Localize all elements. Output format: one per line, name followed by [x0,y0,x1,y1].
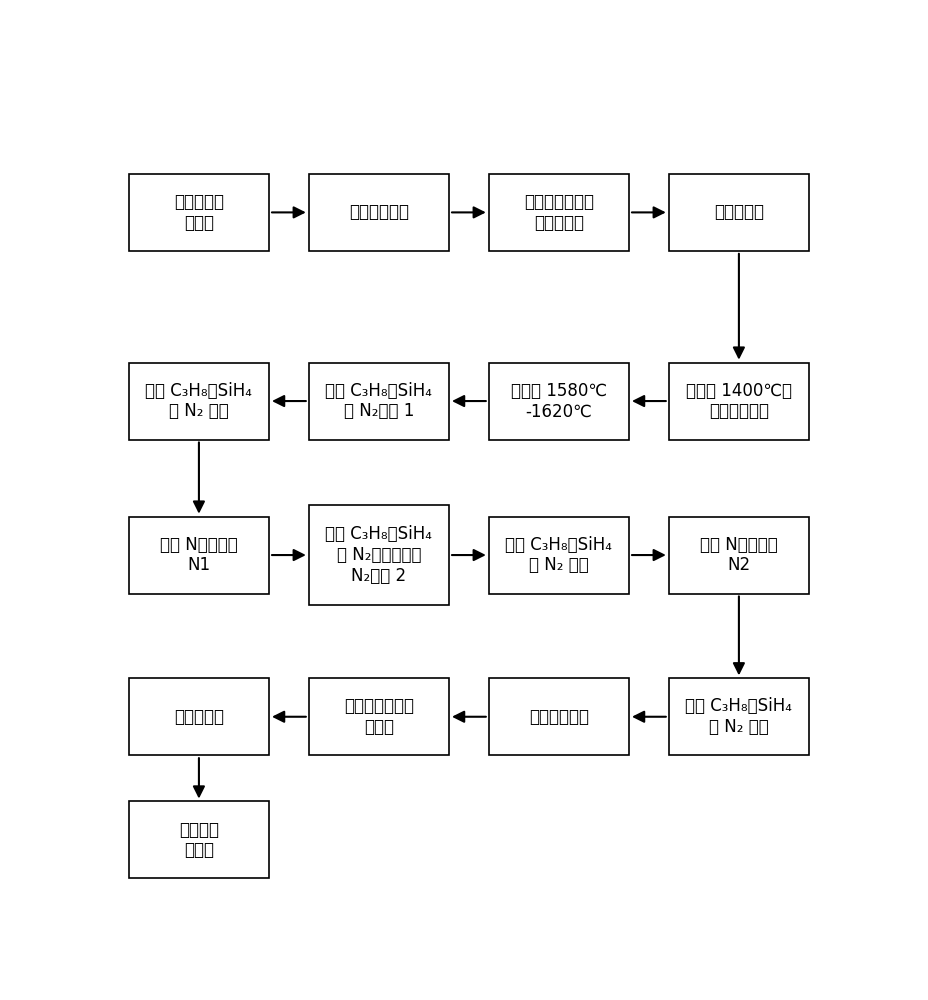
Text: 关闭 C₃H₈、SiH₄
和 N₂开关，设置
N₂流量 2: 关闭 C₃H₈、SiH₄ 和 N₂开关，设置 N₂流量 2 [325,525,432,585]
Bar [308,174,448,251]
Bar [129,678,269,755]
Bar [129,517,269,594]
Text: 充入氩气
至常压: 充入氩气 至常压 [179,821,219,859]
Text: 关闭氢气开关，
抽真空: 关闭氢气开关， 抽真空 [343,697,414,736]
Text: 通氢气流，设置
反应室气压: 通氢气流，设置 反应室气压 [523,193,593,232]
Bar [308,363,448,440]
Bar [488,517,628,594]
Bar [129,363,269,440]
Text: 反应室抽真空: 反应室抽真空 [349,203,408,221]
Bar [129,801,269,878]
Text: 升温至 1580℃
-1620℃: 升温至 1580℃ -1620℃ [510,382,606,420]
Text: 设置 C₃H₈、SiH₄
和 N₂流量 1: 设置 C₃H₈、SiH₄ 和 N₂流量 1 [325,382,432,420]
Text: 生长 N型外延层
N1: 生长 N型外延层 N1 [160,536,238,574]
Text: 关闭 C₃H₈、SiH₄
和 N₂ 开关: 关闭 C₃H₈、SiH₄ 和 N₂ 开关 [685,697,792,736]
Bar [129,174,269,251]
Bar [308,505,448,605]
Bar [488,363,628,440]
Bar [668,363,808,440]
Bar [668,678,808,755]
Text: 衬底片放入
反应室: 衬底片放入 反应室 [174,193,224,232]
Text: 打开 C₃H₈、SiH₄
和 N₂ 开关: 打开 C₃H₈、SiH₄ 和 N₂ 开关 [505,536,612,574]
Bar [668,174,808,251]
Bar [308,678,448,755]
Bar [668,517,808,594]
Text: 氢气流中冷却: 氢气流中冷却 [528,708,588,726]
Text: 生长 N型外延层
N2: 生长 N型外延层 N2 [700,536,777,574]
Bar [488,678,628,755]
Text: 加热反应室: 加热反应室 [713,203,763,221]
Text: 打开 C₃H₈、SiH₄
和 N₂ 开关: 打开 C₃H₈、SiH₄ 和 N₂ 开关 [146,382,252,420]
Text: 升温至 1400℃，
进行原位刻蚀: 升温至 1400℃， 进行原位刻蚀 [685,382,791,420]
Text: 通氩气冷却: 通氩气冷却 [174,708,224,726]
Bar [488,174,628,251]
